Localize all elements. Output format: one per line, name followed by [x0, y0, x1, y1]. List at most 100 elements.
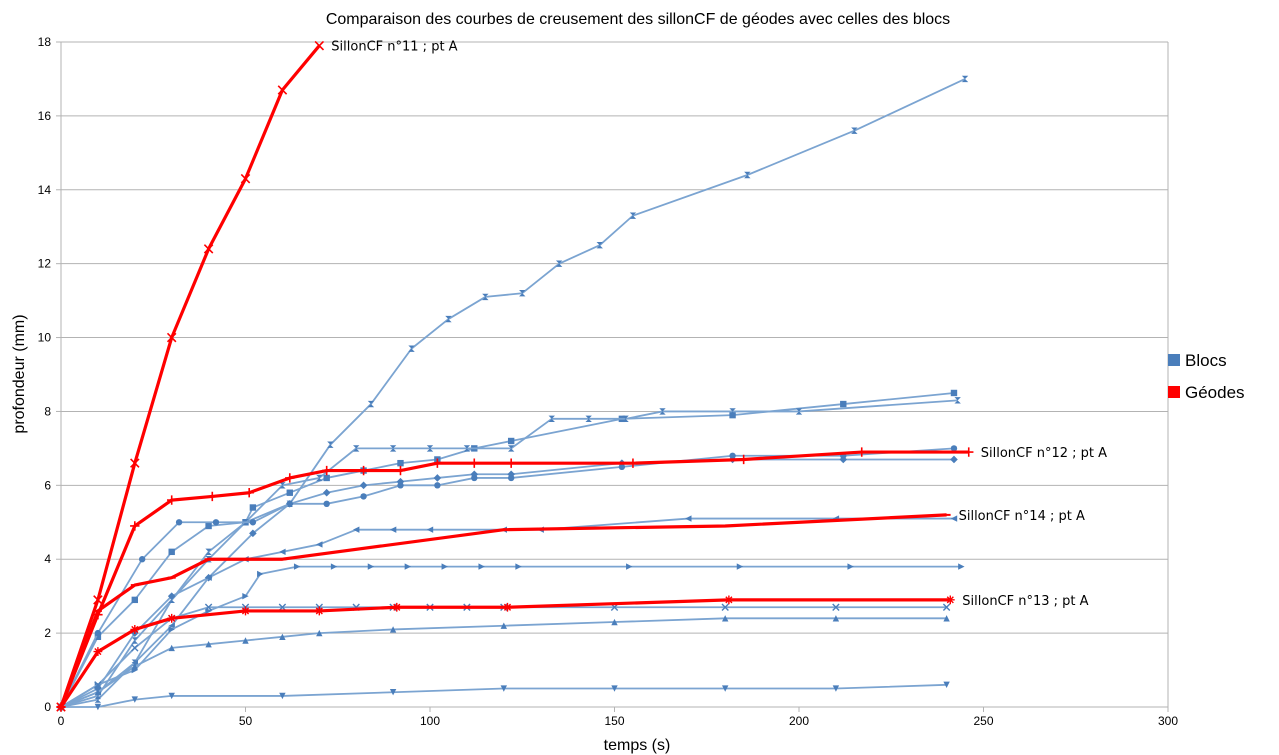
series-line	[59, 44, 321, 708]
series-annotation: SillonCF n°12 ; pt A	[981, 446, 1107, 461]
data-point	[93, 647, 103, 656]
data-point	[958, 563, 965, 570]
data-point	[94, 629, 102, 637]
data-point	[316, 541, 323, 548]
data-point	[840, 400, 847, 408]
series-annotation: SillonCF n°14 ; pt A	[959, 509, 1085, 524]
data-point	[950, 445, 958, 452]
data-point	[367, 400, 375, 408]
data-point	[130, 625, 140, 634]
data-point	[722, 685, 729, 692]
data-point	[478, 563, 485, 570]
data-point	[839, 455, 848, 464]
data-point	[628, 458, 638, 468]
series-line	[60, 606, 947, 708]
data-point	[360, 493, 367, 500]
data-point	[131, 659, 138, 666]
data-point	[729, 408, 736, 415]
data-point	[242, 637, 249, 644]
data-point	[961, 75, 969, 83]
data-point	[392, 602, 402, 612]
data-point	[470, 470, 479, 479]
data-point	[548, 415, 555, 423]
data-point	[482, 293, 489, 301]
data-point	[279, 692, 286, 700]
data-point	[316, 474, 323, 482]
data-point	[857, 447, 867, 457]
blocs-series-10	[57, 681, 950, 711]
y-tick-label: 16	[38, 109, 52, 123]
data-point	[367, 563, 375, 570]
y-tick-label: 12	[38, 257, 52, 271]
data-point	[832, 685, 840, 692]
data-point	[56, 702, 66, 712]
y-tick-label: 18	[38, 35, 52, 49]
data-point	[555, 260, 563, 267]
data-point	[285, 473, 295, 483]
data-point	[205, 522, 212, 530]
data-point	[94, 703, 102, 711]
data-point	[249, 519, 257, 526]
data-point	[507, 445, 515, 452]
blocs-series-2	[57, 389, 958, 711]
y-tick-label: 14	[38, 183, 52, 197]
data-point	[322, 488, 331, 497]
geodes-series-4	[56, 595, 955, 712]
data-point	[166, 332, 177, 343]
data-point	[205, 574, 212, 581]
y-tick-label: 0	[44, 700, 51, 714]
data-point	[204, 603, 213, 611]
data-point	[507, 437, 515, 445]
chart-title: Comparaison des courbes de creusement de…	[326, 11, 950, 28]
data-point	[279, 482, 286, 489]
data-point	[943, 615, 950, 622]
data-point	[950, 515, 958, 522]
data-point	[131, 696, 138, 703]
data-point	[622, 415, 629, 423]
data-point	[659, 408, 666, 415]
x-axis-label: temps (s)	[604, 737, 671, 754]
geodes-series-group	[56, 40, 974, 712]
data-point	[240, 173, 251, 184]
blocs-series-group	[57, 75, 969, 711]
data-point	[131, 596, 138, 604]
data-point	[257, 570, 264, 578]
data-point	[353, 445, 360, 452]
data-point	[168, 622, 175, 629]
data-point	[434, 482, 441, 489]
data-point	[138, 556, 146, 563]
data-point	[242, 592, 249, 600]
x-tick-label: 250	[973, 714, 993, 728]
y-tick-label: 2	[44, 626, 51, 640]
data-point	[445, 315, 452, 323]
data-point	[500, 622, 507, 629]
data-point	[203, 244, 214, 254]
data-point	[945, 595, 955, 605]
x-tick-label: 150	[604, 714, 624, 728]
data-point	[323, 500, 330, 508]
data-point	[358, 465, 369, 476]
data-point	[596, 241, 603, 249]
gridlines	[56, 41, 1169, 712]
x-tick-label: 0	[58, 714, 65, 728]
series-annotation: SillonCF n°13 ; pt A	[962, 594, 1088, 609]
data-point	[469, 458, 479, 468]
y-tick-label: 6	[44, 478, 51, 492]
data-point	[950, 455, 958, 464]
data-point	[503, 602, 512, 612]
data-point	[721, 603, 729, 611]
data-point	[168, 626, 175, 633]
data-point	[323, 474, 330, 482]
data-point	[131, 663, 138, 670]
series-line	[60, 517, 954, 708]
blocs-series-9	[57, 615, 950, 711]
data-point	[847, 563, 854, 570]
data-point	[832, 603, 840, 611]
series-line	[60, 447, 955, 708]
data-point	[585, 415, 592, 423]
x-tick-label: 100	[420, 714, 440, 728]
series-line	[59, 598, 951, 708]
series-line	[60, 78, 966, 708]
data-point	[327, 441, 334, 448]
data-point	[94, 633, 102, 641]
